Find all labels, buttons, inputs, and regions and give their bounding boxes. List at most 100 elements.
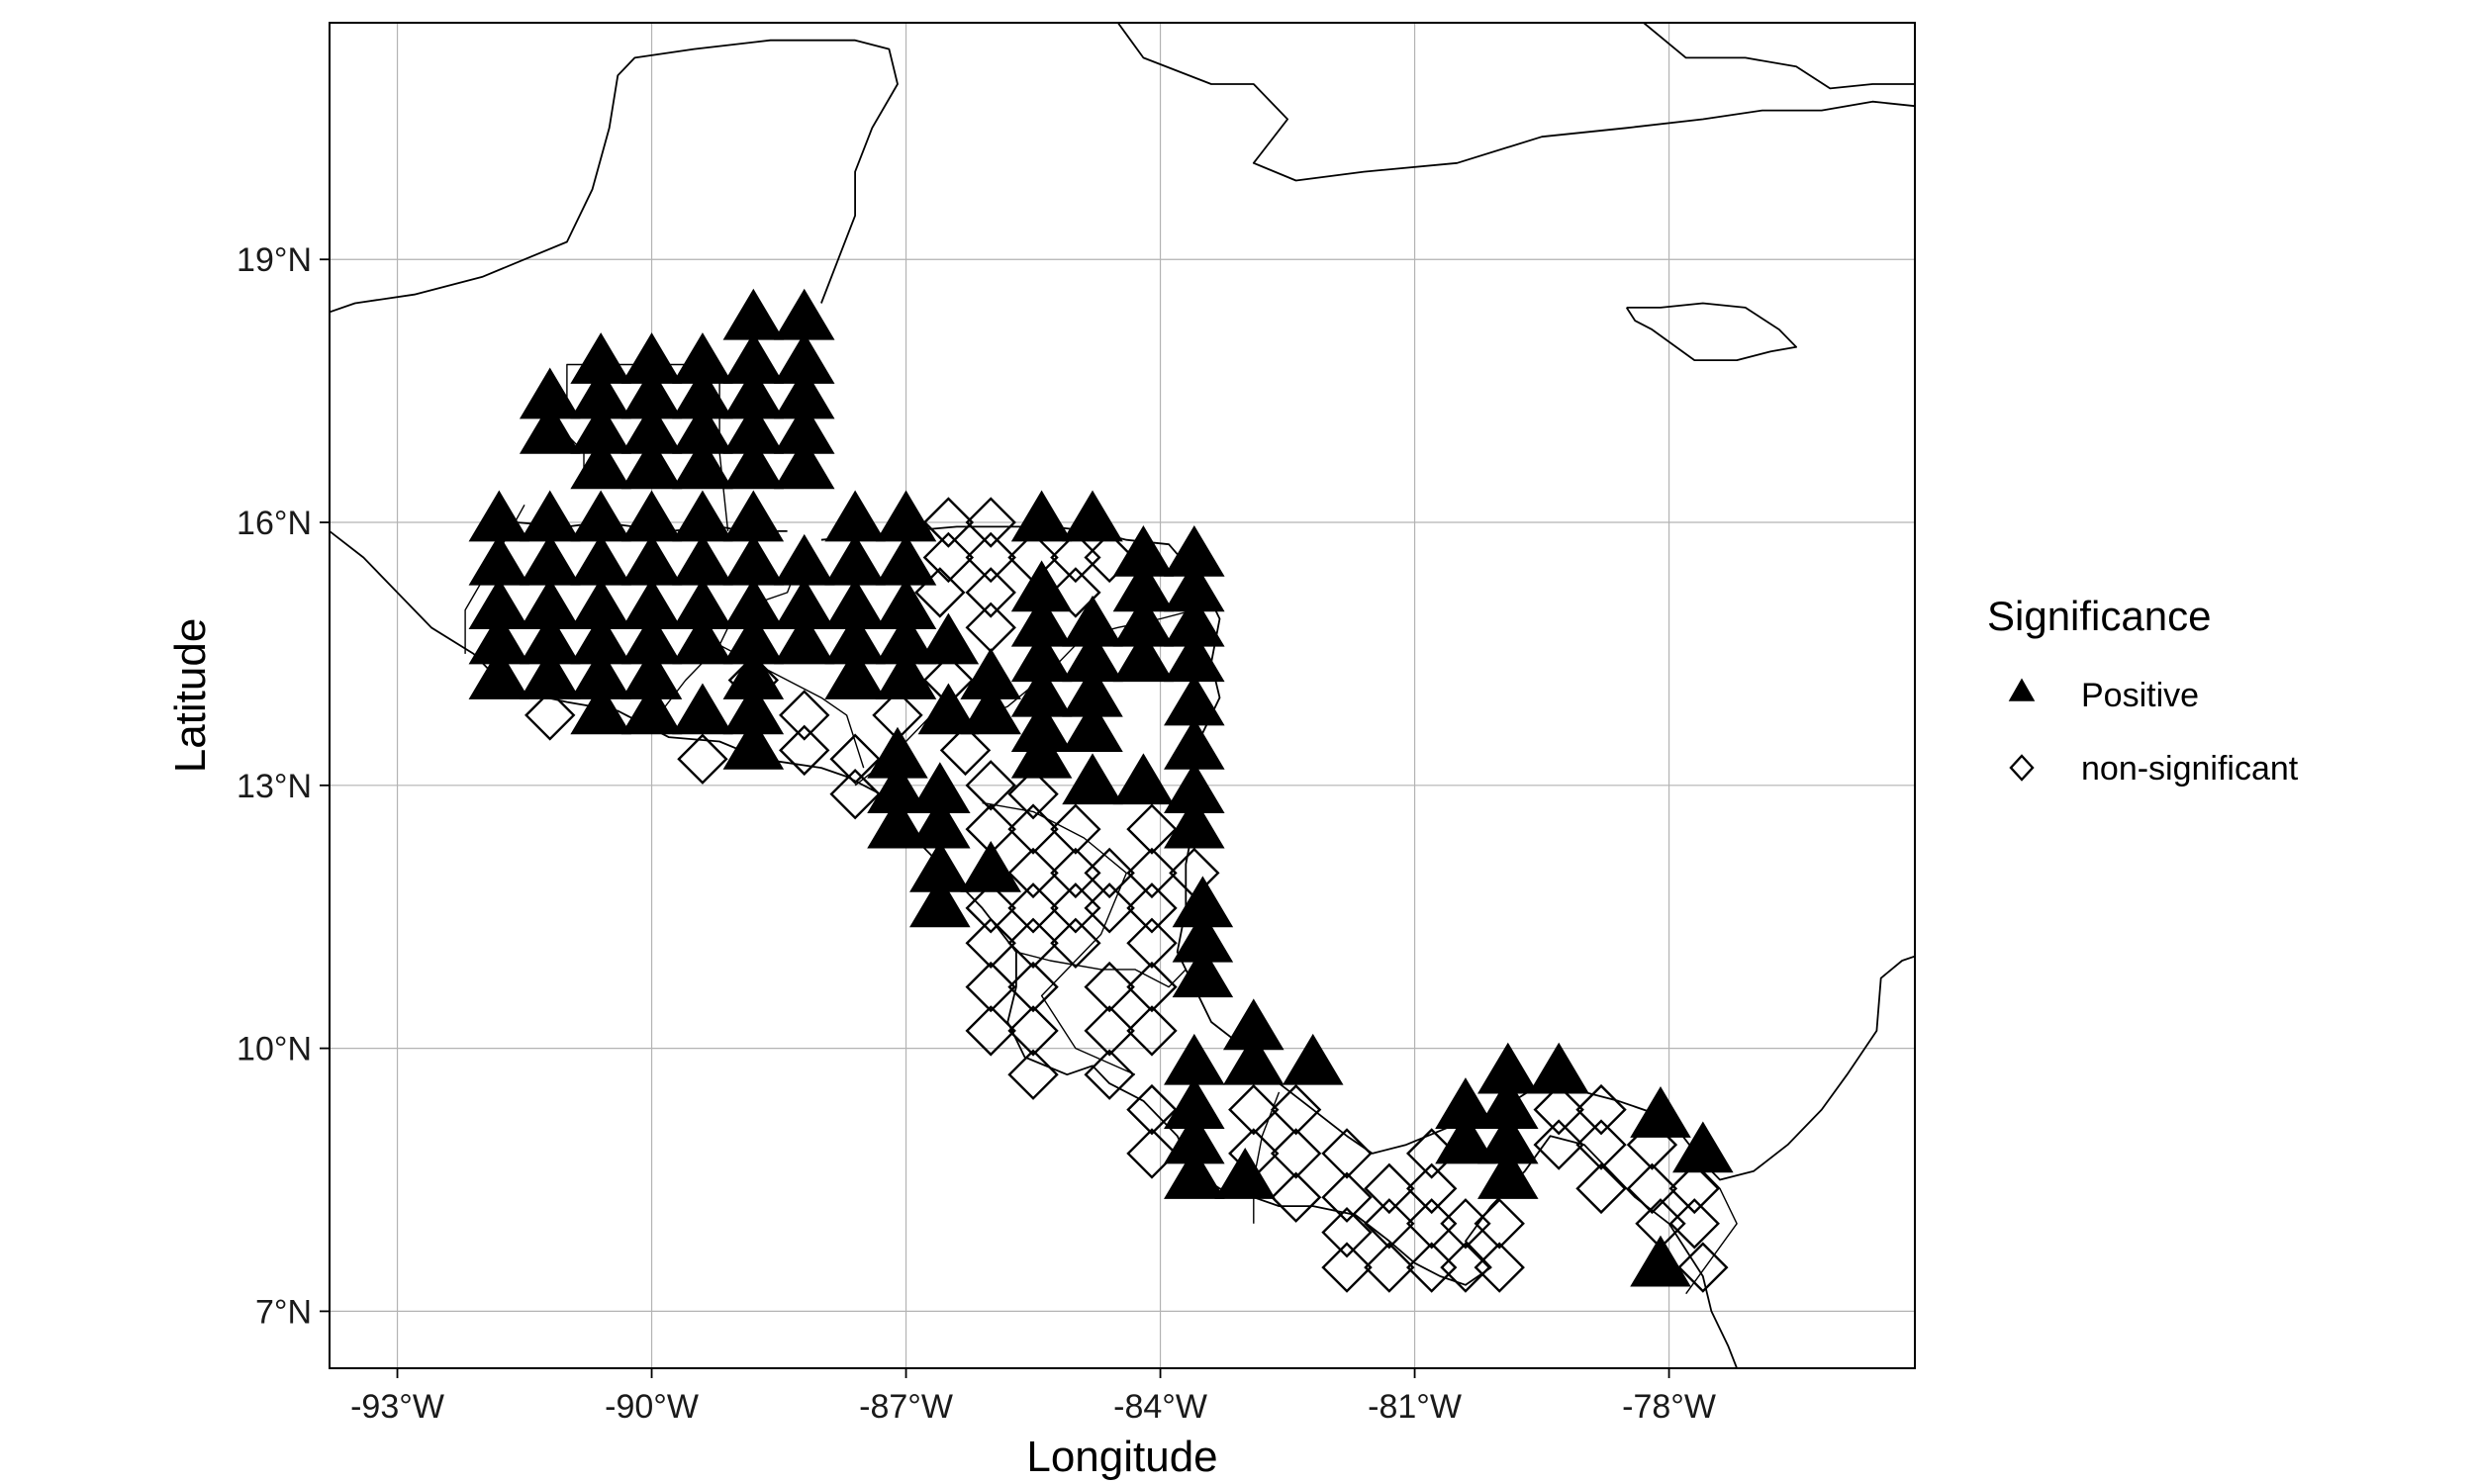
non-significant-point [1575,1119,1627,1170]
non-significant-point [779,724,830,777]
non-significant-point [1533,1119,1584,1170]
non-significant-point [1270,1128,1322,1179]
non-significant-point [779,690,830,741]
non-significant-point [1474,1198,1525,1250]
positive-point [1528,1042,1589,1094]
non-significant-point [1321,1206,1373,1258]
non-significant-point [965,531,1016,584]
non-significant-point [1050,531,1101,584]
non-significant-point [1126,803,1178,855]
non-significant-point [1405,1162,1458,1215]
positive-point [773,612,835,665]
non-significant-point [1126,1005,1178,1057]
non-significant-point [965,882,1016,934]
non-significant-point [1405,1242,1458,1293]
non-significant-point [965,1005,1016,1057]
non-significant-point [1084,961,1135,1013]
non-significant-point [1084,1005,1135,1057]
positive-point [1214,1148,1276,1199]
non-significant-point [677,733,728,785]
non-significant-point [939,724,992,777]
positive-point [1630,1086,1691,1138]
non-significant-point [922,531,975,584]
non-significant-point [1126,882,1178,934]
non-significant-point [965,961,1016,1013]
positive-point [1477,1148,1539,1199]
positive-point [1435,1112,1496,1164]
y-tick-label: 7°N [255,1293,312,1331]
positive-point [1164,1148,1225,1199]
non-significant-point [1575,1162,1627,1215]
non-significant-point [1007,1049,1059,1100]
coastline [1643,23,1915,90]
positive-point [519,402,581,454]
non-significant-point [922,497,975,548]
positive-point [620,683,683,735]
country-border [549,363,729,531]
x-tick-label: -81°W [1368,1388,1462,1426]
positive-point [1112,753,1175,805]
non-significant-point [1007,917,1059,969]
positive-point [875,648,937,699]
legend-diamond-icon [2009,754,2035,782]
non-significant-point [1474,1242,1525,1293]
non-significant-point [1126,1083,1178,1136]
non-significant-point [1533,1083,1584,1136]
legend-title: Significance [1987,593,2211,639]
country-border [1685,1170,1738,1295]
positive-point [867,796,928,849]
coastline [1625,302,1797,361]
non-significant-point [1321,1242,1373,1293]
non-significant-point [1050,917,1101,969]
positive-point [1282,1033,1344,1085]
non-significant-point [1270,1083,1322,1136]
positive-point [1672,1121,1734,1173]
non-significant-point [1440,1242,1491,1293]
legend-label-non-significant: non-significant [2081,750,2299,788]
non-significant-point [1126,917,1178,969]
non-significant-point [1677,1242,1729,1293]
data-points [468,288,1734,1293]
positive-point [1010,726,1073,779]
non-significant-point [1050,803,1101,855]
positive-point [909,876,971,928]
non-significant-point [1321,1128,1373,1179]
positive-point [1062,700,1123,753]
positive-point [570,437,631,490]
non-significant-point [965,917,1016,969]
non-significant-point [1084,531,1135,584]
legend-label-positive: Positive [2081,677,2199,714]
non-significant-point [1084,847,1135,899]
non-significant-point [1007,882,1059,934]
y-tick-label: 19°N [237,241,312,279]
positive-point [672,683,733,735]
country-border [982,801,1136,1075]
positive-point [773,437,835,490]
positive-point [1062,753,1123,805]
positive-point [722,717,785,770]
legend: Significance Positive non-significant [1987,593,2299,788]
legend-triangle-icon [2008,678,2036,701]
non-significant-point [1050,567,1101,618]
x-tick-label: -93°W [350,1388,444,1426]
non-significant-point [1084,1049,1135,1100]
non-significant-point [1626,1162,1678,1215]
positive-point [672,437,733,490]
non-significant-point [1007,768,1059,820]
positive-point [1172,946,1234,998]
non-significant-point [1668,1162,1720,1215]
non-significant-point [829,768,881,820]
positive-point [960,683,1021,735]
positive-point [960,840,1021,892]
non-significant-point [1050,847,1101,899]
positive-point [570,683,631,735]
non-significant-point [1364,1162,1415,1215]
positive-point [1112,630,1175,683]
non-significant-point [1440,1198,1491,1250]
positive-point [1223,1033,1285,1085]
non-significant-point [1364,1242,1415,1293]
y-tick-label: 13°N [237,768,312,805]
non-significant-point [829,733,881,785]
non-significant-point [1126,961,1178,1013]
